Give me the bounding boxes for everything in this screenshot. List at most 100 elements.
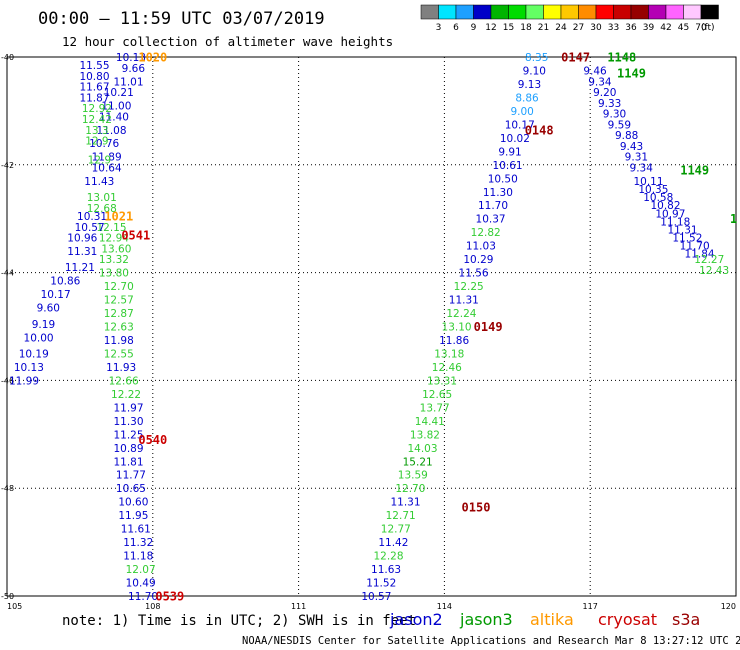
color-scale-label: 70 xyxy=(695,23,707,33)
color-swatch xyxy=(543,4,562,20)
wave-height-label: 11.97 xyxy=(113,402,143,414)
wave-height-label: 10.64 xyxy=(92,162,122,174)
wave-height-label: 11.61 xyxy=(121,524,151,536)
wave-height-label: 10.80 xyxy=(79,71,109,83)
wave-height-label: 11.98 xyxy=(104,335,134,347)
color-swatch xyxy=(665,4,684,20)
wave-height-label: 10.13 xyxy=(14,362,44,374)
color-scale-label: 36 xyxy=(625,23,637,33)
wave-height-label: 10.35 xyxy=(638,184,668,196)
y-tick-label: -44 xyxy=(1,269,14,278)
satellite-legend: jason2 jason3 altika cryosat s3a xyxy=(389,610,700,629)
color-swatch xyxy=(438,4,457,20)
y-tick-label: -42 xyxy=(1,161,14,170)
wave-height-label: 11.99 xyxy=(9,375,39,387)
wave-height-label: 12.55 xyxy=(104,348,134,360)
color-swatch xyxy=(490,4,509,20)
wave-height-label: 11.42 xyxy=(378,537,408,549)
wave-height-label: 13.10 xyxy=(442,322,472,334)
wave-height-label: 11.89 xyxy=(92,152,122,164)
wave-height-label: 10.31 xyxy=(77,211,107,223)
y-tick-label: -48 xyxy=(1,484,14,493)
footer-credit: NOAA/NESDIS Center for Satellite Applica… xyxy=(242,635,740,647)
color-scale-label: 12 xyxy=(485,23,496,33)
legend-s3a: s3a xyxy=(672,610,700,629)
wave-height-label: 11.00 xyxy=(101,101,131,113)
wave-height-label: 11.31 xyxy=(390,497,420,509)
color-scale-label: 9 xyxy=(471,23,477,33)
x-tick-label: 120 xyxy=(721,602,736,611)
pass-time-label: 1020 xyxy=(138,51,167,65)
wave-height-label: 10.17 xyxy=(41,289,71,301)
wave-height-label: 11.70 xyxy=(478,200,508,212)
wave-height-label: 12.87 xyxy=(104,308,134,320)
wave-height-label: 11.21 xyxy=(65,262,95,274)
wave-height-label: 11.81 xyxy=(113,456,143,468)
color-scale-label: 3 xyxy=(436,23,442,33)
x-tick-label: 114 xyxy=(437,602,452,611)
legend-jason2: jason2 xyxy=(389,610,443,629)
color-swatch xyxy=(508,4,527,20)
wave-height-label: 11.52 xyxy=(672,233,702,245)
color-swatch xyxy=(560,4,579,20)
color-scale-label: 18 xyxy=(520,23,532,33)
color-scale-label: 42 xyxy=(660,23,671,33)
wave-height-label: 11.77 xyxy=(116,470,146,482)
wave-height-label: 9.30 xyxy=(603,109,626,121)
wave-height-label: 15.21 xyxy=(403,456,433,468)
pass-time-label: 1021 xyxy=(104,210,133,224)
wave-height-label: 12.28 xyxy=(373,551,403,563)
wave-height-label: 9.20 xyxy=(593,87,616,99)
wave-height-label: 12.82 xyxy=(471,227,501,239)
color-scale-label: 30 xyxy=(590,23,602,33)
wave-height-label: 10.60 xyxy=(118,497,148,509)
x-tick-label: 111 xyxy=(291,602,306,611)
wave-height-label: 9.91 xyxy=(498,146,521,158)
wave-height-label: 11.63 xyxy=(371,564,401,576)
x-tick-label: 108 xyxy=(145,602,160,611)
wave-height-label: 12.63 xyxy=(104,322,134,334)
pass-time-label: 0147 xyxy=(561,51,590,65)
wave-height-label: 12.15 xyxy=(96,222,126,234)
wave-height-label: 10.17 xyxy=(505,119,535,131)
y-tick-label: -46 xyxy=(1,376,14,385)
legend-altika: altika xyxy=(530,610,574,629)
wave-height-label: 10.02 xyxy=(500,133,530,145)
x-tick-label: 117 xyxy=(583,602,598,611)
wave-height-label: 11.25 xyxy=(113,429,143,441)
color-swatch xyxy=(700,4,719,20)
color-scale-unit: (ft) xyxy=(701,23,715,33)
wave-height-label: 11.93 xyxy=(106,362,136,374)
wave-height-label: 11.18 xyxy=(660,216,690,228)
color-scale-label: 27 xyxy=(573,23,584,33)
wave-height-label: 9.43 xyxy=(620,141,643,153)
wave-height-label: 10.00 xyxy=(24,332,54,344)
plot-frame xyxy=(6,56,737,597)
wave-height-label: 9.46 xyxy=(583,65,607,77)
legend-cryosat: cryosat xyxy=(598,610,657,629)
wave-height-label: 12.27 xyxy=(694,254,724,266)
wave-height-label: 11.03 xyxy=(466,241,496,253)
wave-height-label: 11.67 xyxy=(79,82,109,94)
wave-height-label: 11.31 xyxy=(449,295,479,307)
wave-height-label: 9.60 xyxy=(37,303,60,315)
wave-height-label: 10.97 xyxy=(655,208,685,220)
color-scale-label: 6 xyxy=(453,23,459,33)
wave-height-label: 11.18 xyxy=(123,551,153,563)
pass-time-label: 0540 xyxy=(138,433,167,447)
wave-height-label: 12.65 xyxy=(422,389,452,401)
color-scale-label: 21 xyxy=(538,23,549,33)
note-text: note: 1) Time is in UTC; 2) SWH is in fe… xyxy=(62,613,416,629)
wave-height-label: 8.35 xyxy=(525,52,548,64)
wave-height-label: 12.92 xyxy=(82,103,112,115)
wave-height-label: 9.00 xyxy=(510,106,533,118)
wave-height-label: 13.01 xyxy=(87,192,117,204)
pass-time-label: 1148 xyxy=(607,51,636,65)
color-swatch xyxy=(420,4,439,20)
pass-time-label: 1149 xyxy=(680,164,709,178)
wave-height-label: 14.03 xyxy=(407,443,437,455)
wave-height-label: 9.13 xyxy=(518,79,541,91)
wave-height-label: 11.30 xyxy=(113,416,143,428)
wave-height-label: 12.70 xyxy=(395,483,425,495)
